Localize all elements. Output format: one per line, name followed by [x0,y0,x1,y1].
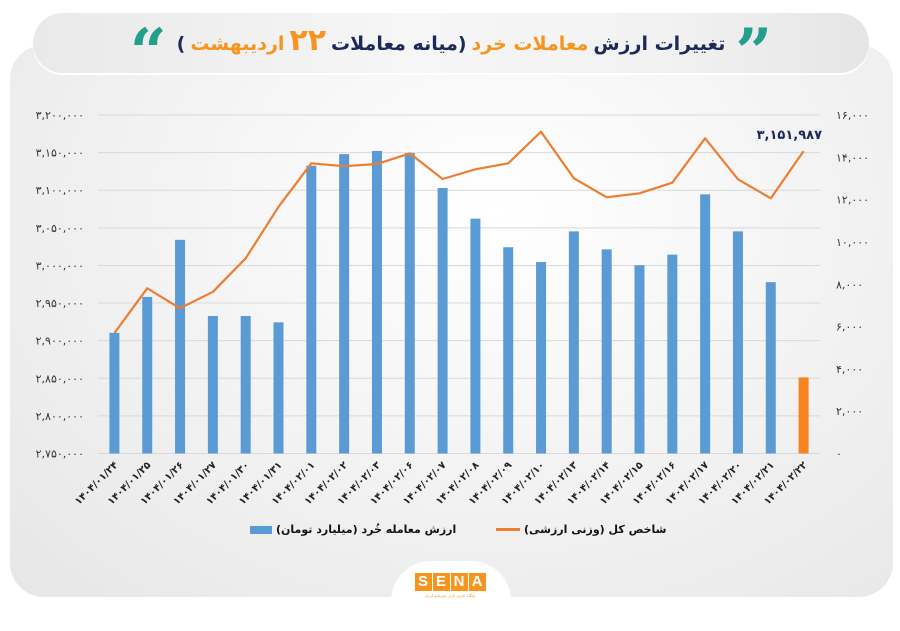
title-part-3: (میانه معاملات [331,33,467,55]
bar [404,153,415,454]
right-tick-label: ۱۲,۰۰۰ [836,194,869,207]
right-tick-label: ۴,۰۰۰ [836,363,863,376]
bar [470,218,481,454]
bar [207,315,218,454]
x-axis-labels: ۱۴۰۴/۰۱/۲۴۱۴۰۴/۰۱/۲۵۱۴۰۴/۰۱/۲۶۱۴۰۴/۰۱/۲۷… [73,460,810,507]
left-tick-label: ۲,۸۰۰,۰۰۰ [36,410,84,423]
bar [798,377,809,454]
left-axis: ۲,۷۵۰,۰۰۰ ۲,۸۰۰,۰۰۰ ۲,۸۵۰,۰۰۰ ۲,۹۰۰,۰۰۰ ۲,۹۵… [36,109,84,461]
logo-letter: N [451,573,469,591]
right-tick-label: ۱۶,۰۰۰ [836,109,869,122]
legend-line-swatch [496,528,520,531]
logo-letter: A [471,573,483,590]
bar [568,231,579,454]
title-month: اردیبهشت [190,33,285,55]
left-tick-label: ۲,۹۵۰,۰۰۰ [36,297,84,310]
bar [371,150,382,454]
bar [601,249,612,454]
chart-title: تغییرات ارزش معاملات خرد (میانه معاملات … [176,23,726,58]
title-part-6: ) [176,33,186,55]
left-tick-label: ۳,۲۰۰,۰۰۰ [36,109,84,122]
legend: ارزش معامله خُرد (میلیارد تومان) شاخص کل… [0,523,900,543]
right-tick-label: ۱۰,۰۰۰ [836,236,869,249]
left-tick-label: ۳,۱۵۰,۰۰۰ [36,147,84,160]
left-tick-label: ۲,۷۵۰,۰۰۰ [36,448,84,461]
title-date-number: ۲۲ [289,23,327,58]
left-tick-label: ۳,۰۵۰,۰۰۰ [36,222,84,235]
bar [503,247,514,454]
logo-notch [391,561,511,631]
bar [765,282,776,454]
index-line [113,130,805,334]
legend-item-bar: ارزش معامله خُرد (میلیارد تومان) [250,523,456,536]
legend-item-line: شاخص کل (وزنی ارزشی) [496,523,666,536]
right-tick-label: ۶,۰۰۰ [836,321,863,334]
right-tick-label: ۰ [836,448,842,461]
right-tick-label: ۲,۰۰۰ [836,405,863,418]
title-part-2: معاملات خرد [471,33,589,55]
bar [732,231,743,454]
sena-logo: S E N A پایگاه خبری بازار سرمایه ایران [414,573,486,598]
bar [700,194,711,454]
right-tick-label: ۱۴,۰۰۰ [836,151,869,164]
bar [240,315,251,454]
bar [536,262,547,454]
logo-letters: S E N A [414,573,486,591]
bar [109,332,120,454]
bar-series [109,150,809,454]
gridlines [98,114,820,454]
last-value-label: ۳,۱۵۱,۹۸۷ [757,128,822,143]
left-tick-label: ۳,۱۰۰,۰۰۰ [36,184,84,197]
left-tick-label: ۲,۸۵۰,۰۰۰ [36,372,84,385]
bar [142,296,153,454]
legend-bar-swatch [250,525,272,534]
left-tick-label: ۳,۰۰۰,۰۰۰ [36,259,84,272]
chart-panel [10,45,893,597]
bar [634,265,645,454]
bar [175,239,186,454]
legend-bar-label: ارزش معامله خُرد (میلیارد تومان) [276,523,457,536]
logo-subtitle: پایگاه خبری بازار سرمایه ایران [424,593,476,598]
bar [306,165,317,454]
right-axis: ۰ ۲,۰۰۰ ۴,۰۰۰ ۶,۰۰۰ ۸,۰۰۰ ۱۰,۰۰۰ ۱۲,۰۰۰ ۱۴,۰۰۰ ۱… [836,109,869,461]
bar [437,187,448,454]
legend-line-label: شاخص کل (وزنی ارزشی) [524,523,667,536]
logo-letter: E [433,573,451,591]
bar [273,322,284,454]
left-tick-label: ۲,۹۰۰,۰۰۰ [36,335,84,348]
title-bar: ” تغییرات ارزش معاملات خرد (میانه معاملا… [33,13,869,85]
bar [339,154,350,454]
bar [667,254,678,454]
title-part-1: تغییرات ارزش [593,33,726,55]
logo-letter: S [415,573,433,591]
right-tick-label: ۸,۰۰۰ [836,278,863,291]
